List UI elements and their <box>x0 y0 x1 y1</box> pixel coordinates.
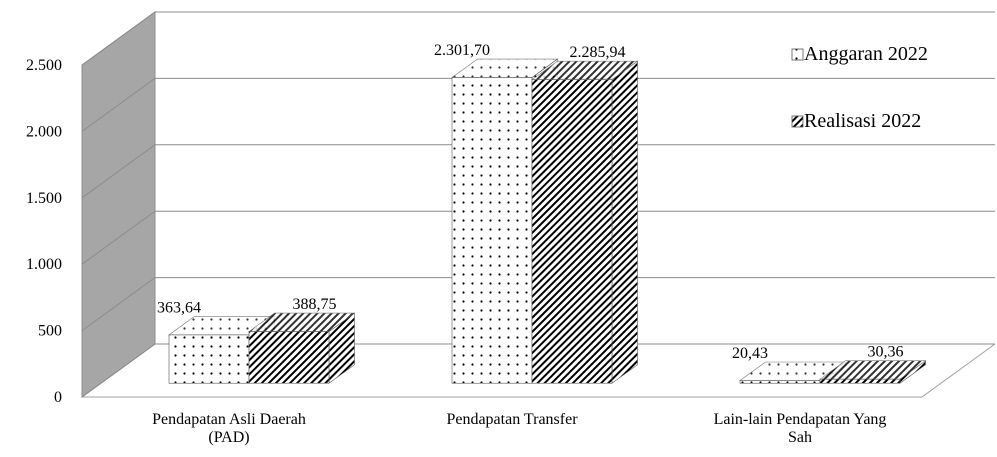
bar-front <box>531 79 613 384</box>
bar-front <box>451 77 533 384</box>
grid-line <box>81 343 995 398</box>
value-label: 20,43 <box>732 345 768 362</box>
bar-front <box>739 380 821 384</box>
bar <box>819 360 927 384</box>
y-tick-label: 2.000 <box>26 123 62 140</box>
grid-line <box>81 77 995 132</box>
y-tick-label: 2.500 <box>26 57 62 74</box>
bar <box>531 60 639 384</box>
value-label: 363,64 <box>157 299 201 316</box>
value-label: 30,36 <box>868 344 904 361</box>
grid-line <box>81 144 995 199</box>
bar-front <box>819 378 901 384</box>
bar-front <box>168 334 250 384</box>
x-tick-label: Pendapatan Asli Daerah (PAD) <box>152 411 306 446</box>
value-label: 388,75 <box>293 296 337 313</box>
x-tick-label: Pendapatan Transfer <box>446 411 578 428</box>
bar-side <box>611 60 638 384</box>
y-tick-label: 1.500 <box>26 190 62 207</box>
y-tick-label: 1.000 <box>26 256 62 273</box>
grid-line <box>81 277 995 332</box>
value-label: 2.285,94 <box>570 44 626 61</box>
legend-swatch <box>791 115 804 128</box>
y-tick-label: 0 <box>54 389 62 406</box>
side-wall <box>81 11 156 398</box>
floor-edge <box>82 343 996 398</box>
value-label: 2.301,70 <box>434 42 490 59</box>
x-tick-label: Lain-lain Pendapatan Yang Sah <box>713 411 887 446</box>
grid-line <box>81 210 995 265</box>
legend-swatch <box>791 48 804 61</box>
bar-front <box>248 331 330 384</box>
legend-label: Anggaran 2022 <box>804 43 928 65</box>
y-tick-label: 500 <box>38 323 62 340</box>
bar <box>248 312 356 384</box>
legend-label: Realisasi 2022 <box>804 110 921 132</box>
grid-line <box>81 11 995 66</box>
